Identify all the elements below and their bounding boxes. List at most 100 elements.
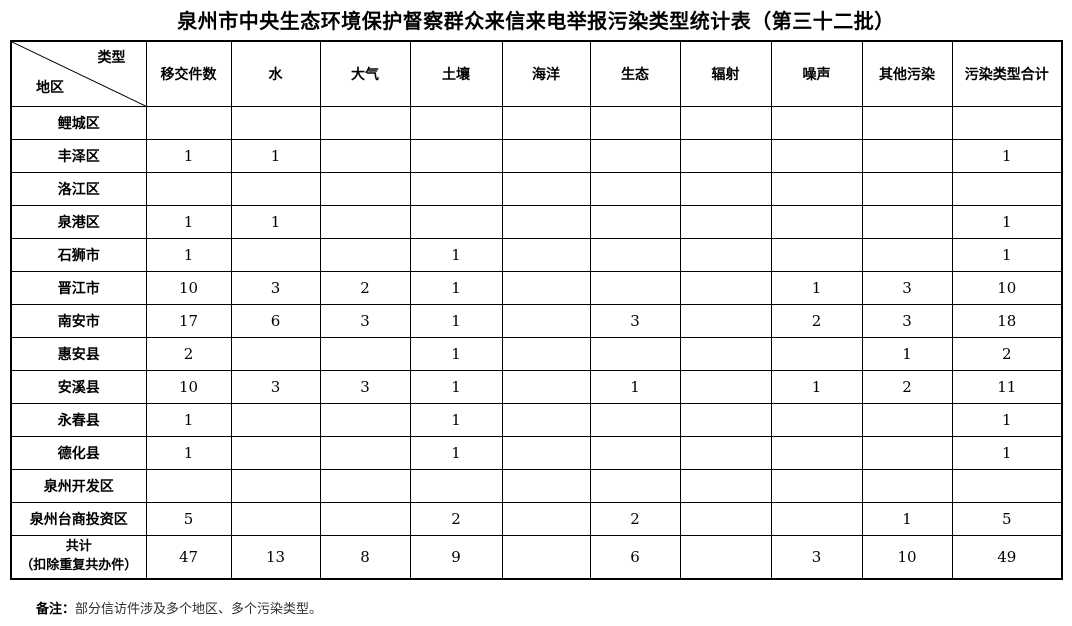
table-row: 永春县 1 1 1	[10, 403, 1063, 437]
value-cell: 1	[861, 337, 953, 371]
value-cell	[861, 172, 953, 206]
region-cell: 石狮市	[10, 238, 147, 272]
value-cell	[230, 403, 321, 437]
value-cell	[501, 304, 591, 338]
value-cell: 18	[951, 304, 1063, 338]
value-cell	[501, 106, 591, 140]
value-cell: 1	[230, 205, 321, 239]
value-cell	[230, 469, 321, 503]
value-cell	[679, 535, 772, 580]
value-cell	[861, 469, 953, 503]
table-row: 晋江市 10 3 2 1 1 3 10	[10, 271, 1063, 305]
region-cell: 安溪县	[10, 370, 147, 404]
value-cell	[230, 436, 321, 470]
value-cell	[589, 106, 681, 140]
value-cell	[319, 469, 411, 503]
corner-label-type: 类型	[97, 50, 126, 66]
value-cell: 6	[230, 304, 321, 338]
value-cell: 2	[770, 304, 863, 338]
table-row: 德化县 1 1 1	[10, 436, 1063, 470]
value-cell: 1	[409, 337, 503, 371]
value-cell: 2	[589, 502, 681, 536]
value-cell	[861, 238, 953, 272]
value-cell	[770, 436, 863, 470]
value-cell: 5	[145, 502, 232, 536]
table-row: 惠安县 2 1 1 2	[10, 337, 1063, 371]
value-cell: 1	[409, 403, 503, 437]
column-header-6: 辐射	[679, 40, 772, 107]
footnote: 备注：部分信访件涉及多个地区、多个污染类型。	[36, 598, 322, 617]
table-row: 泉港区 1 1 1	[10, 205, 1063, 239]
value-cell	[230, 337, 321, 371]
value-cell	[501, 238, 591, 272]
value-cell	[409, 139, 503, 173]
table-row: 南安市 17 6 3 1 3 2 3 18	[10, 304, 1063, 338]
table-row: 丰泽区 1 1 1	[10, 139, 1063, 173]
value-cell: 1	[770, 370, 863, 404]
value-cell	[409, 205, 503, 239]
value-cell	[951, 469, 1063, 503]
value-cell: 3	[770, 535, 863, 580]
value-cell	[679, 337, 772, 371]
table-row: 安溪县 10 3 3 1 1 1 2 11	[10, 370, 1063, 404]
footnote-label: 备注：	[36, 602, 76, 617]
value-cell	[589, 271, 681, 305]
corner-label-region: 地区	[36, 80, 64, 96]
value-cell	[589, 469, 681, 503]
value-cell	[679, 304, 772, 338]
value-cell	[770, 337, 863, 371]
value-cell	[589, 172, 681, 206]
value-cell	[770, 469, 863, 503]
value-cell	[589, 238, 681, 272]
value-cell	[861, 205, 953, 239]
value-cell	[319, 502, 411, 536]
value-cell	[319, 403, 411, 437]
value-cell	[861, 436, 953, 470]
value-cell	[319, 139, 411, 173]
value-cell	[679, 238, 772, 272]
value-cell	[409, 172, 503, 206]
value-cell: 1	[770, 271, 863, 305]
value-cell: 11	[951, 370, 1063, 404]
header-row: 类型 地区 移交件数水大气 土壤 海洋 生态 辐射 噪声 其他污染 污染类型合计	[10, 40, 1063, 107]
value-cell	[770, 106, 863, 140]
value-cell: 13	[230, 535, 321, 580]
table-row: 鲤城区	[10, 106, 1063, 140]
value-cell: 1	[951, 403, 1063, 437]
region-cell: 惠安县	[10, 337, 147, 371]
pollution-stats-table: 类型 地区 移交件数水大气 土壤 海洋 生态 辐射 噪声 其他污染 污染类型合计 鲤城区 丰泽区…	[10, 40, 1063, 580]
value-cell	[501, 535, 591, 580]
value-cell	[319, 238, 411, 272]
value-cell: 9	[409, 535, 503, 580]
value-cell	[679, 436, 772, 470]
value-cell: 3	[230, 370, 321, 404]
value-cell	[501, 139, 591, 173]
value-cell: 10	[861, 535, 953, 580]
value-cell	[501, 370, 591, 404]
table-row: 石狮市 1 1 1	[10, 238, 1063, 272]
value-cell	[319, 337, 411, 371]
value-cell	[145, 172, 232, 206]
value-cell	[589, 337, 681, 371]
value-cell: 49	[951, 535, 1063, 580]
value-cell: 1	[145, 403, 232, 437]
column-header-5: 生态	[589, 40, 681, 107]
value-cell	[145, 469, 232, 503]
value-cell	[770, 172, 863, 206]
value-cell: 1	[589, 370, 681, 404]
value-cell: 1	[409, 304, 503, 338]
value-cell: 3	[319, 304, 411, 338]
value-cell: 1	[145, 139, 232, 173]
column-header-8: 其他污染	[861, 40, 953, 107]
value-cell: 1	[951, 238, 1063, 272]
region-cell: 丰泽区	[10, 139, 147, 173]
value-cell	[770, 403, 863, 437]
page-title: 泉州市中央生态环境保护督察群众来信来电举报污染类型统计表（第三十二批）	[177, 9, 895, 33]
value-cell	[501, 469, 591, 503]
value-cell	[145, 106, 232, 140]
value-cell	[319, 436, 411, 470]
region-cell: 泉州台商投资区	[10, 502, 147, 536]
value-cell	[679, 271, 772, 305]
region-cell: 永春县	[10, 403, 147, 437]
value-cell: 17	[145, 304, 232, 338]
